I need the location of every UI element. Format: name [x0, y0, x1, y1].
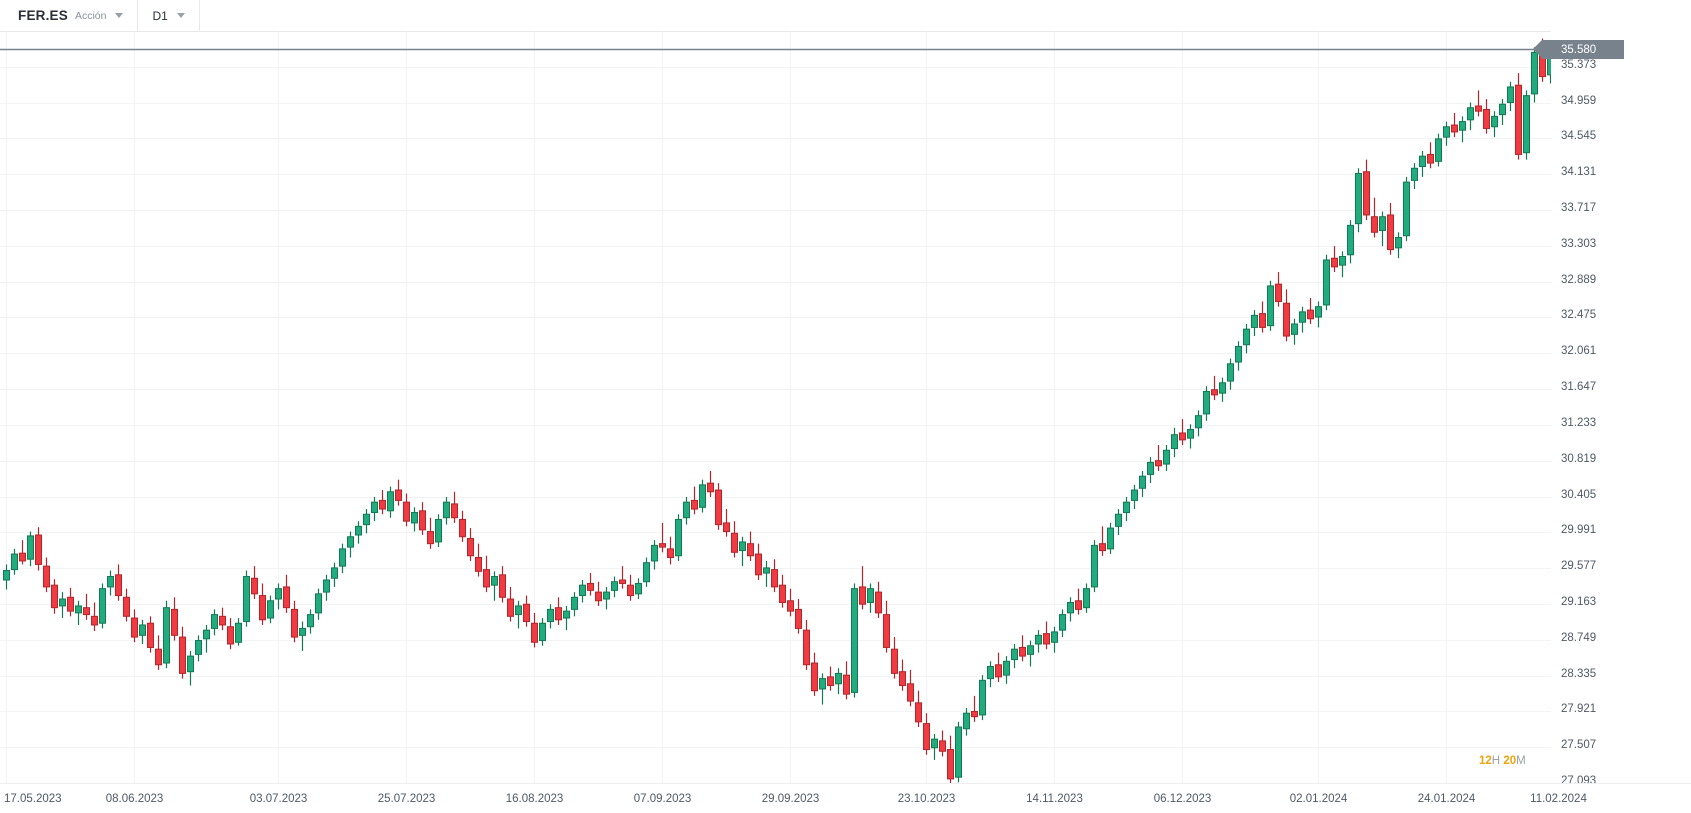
price-axis-tick: 34.545: [1561, 130, 1597, 143]
countdown-hours: 12: [1479, 755, 1492, 767]
price-axis-tick: 29.991: [1561, 524, 1597, 537]
time-axis-tick: 03.07.2023: [249, 793, 308, 805]
price-axis-tick: 31.647: [1561, 381, 1597, 394]
price-axis-tick: 32.889: [1561, 273, 1597, 286]
price-axis-tick: 28.335: [1561, 667, 1597, 680]
horizontal-gridlines: [0, 67, 1551, 748]
price-axis-tick: 27.507: [1561, 739, 1597, 752]
price-axis-tick: 32.475: [1561, 309, 1597, 322]
plot-svg: [0, 31, 1551, 783]
candlestick-plot[interactable]: [0, 31, 1551, 783]
time-axis-tick: 08.06.2023: [105, 793, 164, 805]
time-axis-tick: 29.09.2023: [761, 793, 820, 805]
current-price-badge: 35.580: [1533, 40, 1624, 59]
candle-series: [3, 38, 1551, 783]
timeframe-label: D1: [152, 8, 168, 23]
time-axis-tick: 16.08.2023: [505, 793, 564, 805]
price-axis-tick: 33.303: [1561, 237, 1597, 250]
price-axis-tick: 29.163: [1561, 595, 1597, 608]
chart-toolbar: FER.ES Acción D1: [0, 0, 1691, 32]
price-axis-tick: 31.233: [1561, 416, 1597, 429]
chevron-down-icon: [176, 13, 185, 18]
time-axis-tick: 07.09.2023: [633, 793, 692, 805]
time-axis-tick: 06.12.2023: [1153, 793, 1212, 805]
price-axis-tick: 28.749: [1561, 631, 1597, 644]
price-axis-tick: 32.061: [1561, 345, 1597, 358]
time-axis-tick: 23.10.2023: [897, 793, 956, 805]
time-axis[interactable]: 17.05.2023 08.06.2023 03.07.2023 25.07.2023…: [0, 783, 1691, 813]
symbol-name: FER.ES: [18, 8, 68, 23]
countdown-hours-unit: H: [1491, 755, 1501, 767]
timeframe-selector[interactable]: D1: [138, 0, 200, 31]
symbol-kind-label: Acción: [74, 9, 107, 22]
chevron-down-icon: [115, 13, 124, 18]
bar-countdown: 12H 20M: [1479, 755, 1526, 767]
chart-frame: 35.373 34.959 34.545 34.131 33.717 33.303 32.8…: [0, 31, 1691, 813]
time-axis-tick: 17.05.2023: [4, 793, 62, 805]
price-axis-tick: 29.577: [1561, 560, 1597, 573]
price-axis-tick: 27.921: [1561, 703, 1597, 716]
price-axis-tick: 35.373: [1561, 58, 1597, 71]
time-axis-tick: 11.02.2024: [1530, 793, 1587, 805]
symbol-selector[interactable]: FER.ES Acción: [0, 0, 139, 31]
countdown-minutes-unit: M: [1516, 755, 1526, 767]
vertical-gridlines: [6, 31, 1447, 783]
price-axis-tick: 34.131: [1561, 166, 1597, 179]
time-axis-tick: 25.07.2023: [377, 793, 436, 805]
time-axis-tick: 24.01.2024: [1417, 793, 1476, 805]
current-price-value: 35.580: [1561, 43, 1597, 56]
price-axis-tick: 34.959: [1561, 94, 1597, 107]
countdown-minutes: 20: [1503, 755, 1517, 767]
time-axis-tick: 14.11.2023: [1026, 793, 1083, 805]
time-axis-tick: 02.01.2024: [1289, 793, 1348, 805]
price-axis-tick: 33.717: [1561, 202, 1597, 215]
price-axis-tick: 30.819: [1561, 452, 1597, 465]
price-axis[interactable]: 35.373 34.959 34.545 34.131 33.717 33.303 32.8…: [1479, 31, 1691, 787]
toolbar-spacer: [200, 0, 1691, 31]
price-axis-tick: 30.405: [1561, 488, 1597, 501]
